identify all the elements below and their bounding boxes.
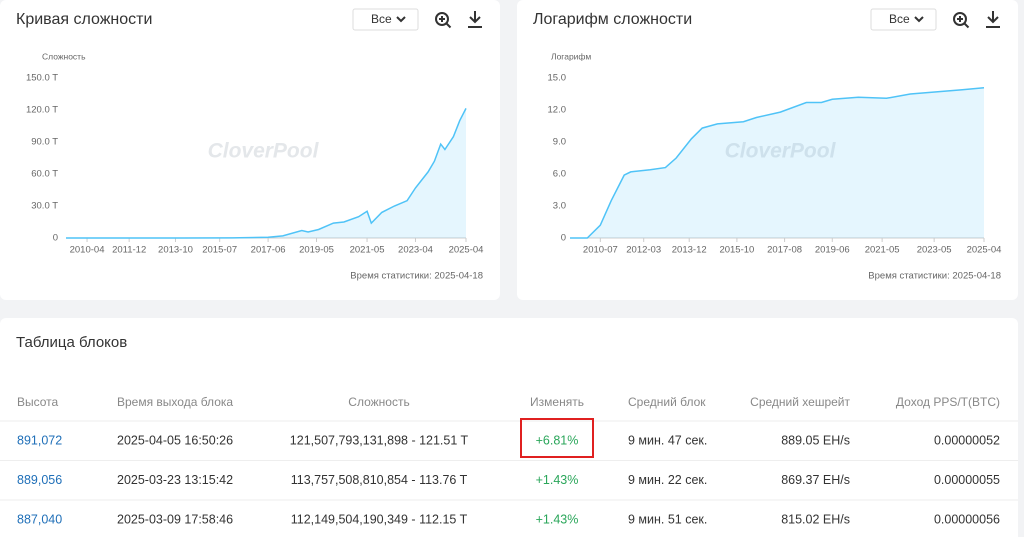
card <box>0 318 1018 537</box>
x-tick-label: 2013-10 <box>158 245 193 256</box>
table-cell: +1.43% <box>536 512 579 526</box>
x-tick-label: 2021-05 <box>865 245 900 256</box>
table-cell: +1.43% <box>536 473 579 487</box>
download-icon[interactable] <box>468 11 482 28</box>
x-tick-label: 2025-04 <box>967 245 1002 256</box>
zoom-icon[interactable] <box>953 12 970 29</box>
table-title: Таблица блоков <box>16 334 127 351</box>
column-header: Доход PPS/T(BTC) <box>896 395 1000 409</box>
table-cell: 9 мин. 22 сек. <box>628 473 707 487</box>
table-cell: 121,507,793,131,898 - 121.51 T <box>290 433 469 447</box>
y-axis-label: Логарифм <box>551 51 591 61</box>
column-header: Средний блок <box>628 395 706 409</box>
highlight-box <box>520 418 594 458</box>
range-select[interactable] <box>352 8 419 31</box>
x-tick-label: 2010-04 <box>70 245 105 256</box>
watermark: CloverPool <box>208 140 320 163</box>
column-header: Время выхода блока <box>117 395 233 409</box>
watermark: CloverPool <box>725 140 837 163</box>
card <box>517 0 1018 300</box>
y-tick-label: 9.0 <box>553 137 566 148</box>
table-cell: 2025-04-05 16:50:26 <box>117 433 233 447</box>
line <box>570 87 985 239</box>
x-tick-label: 2017-08 <box>767 245 802 256</box>
x-tick-label: 2015-07 <box>202 245 237 256</box>
download-icon[interactable] <box>986 11 1000 28</box>
y-tick-label: 6.0 <box>553 169 566 180</box>
card <box>0 0 500 300</box>
column-header: Сложность <box>348 395 409 409</box>
column-header: Средний хешрейт <box>750 395 850 409</box>
x-tick-label: 2012-03 <box>626 245 661 256</box>
x-tick-label: 2013-12 <box>672 245 707 256</box>
x-tick-label: 2021-05 <box>350 245 385 256</box>
chart-panel: Логарифм сложности Все Логарифм CloverPo… <box>533 8 1002 282</box>
y-tick-label: 90.0 T <box>31 137 58 148</box>
y-tick-label: 120.0 T <box>26 105 58 116</box>
block-table: Таблица блоков Высота Время выхода блока С… <box>0 334 1018 526</box>
y-tick-label: 3.0 <box>553 201 566 212</box>
footnote: Время статистики: 2025-04-18 <box>868 271 1001 282</box>
y-tick-label: 12.0 <box>548 105 567 116</box>
y-axis-label: Сложность <box>42 51 86 61</box>
table-cell: 9 мин. 51 сек. <box>628 512 707 526</box>
block-height-link[interactable]: 889,056 <box>17 473 62 487</box>
chevron <box>914 16 924 23</box>
range-select[interactable] <box>870 8 937 31</box>
zoom-icon[interactable] <box>435 12 452 29</box>
block-height-link[interactable]: 887,040 <box>17 512 62 526</box>
table-cell: 0.00000055 <box>934 473 1000 487</box>
select-label[interactable]: Все <box>371 12 392 26</box>
x-tick-label: 2025-04 <box>449 245 484 256</box>
table-cell: 113,757,508,810,854 - 113.76 T <box>291 473 468 487</box>
x-tick-label: 2010-07 <box>583 245 618 256</box>
table-cell: +6.81% <box>536 433 579 447</box>
y-tick-label: 150.0 T <box>26 73 58 84</box>
y-tick-label: 30.0 T <box>31 201 58 212</box>
table-cell: 112,149,504,190,349 - 112.15 T <box>291 512 468 526</box>
x-tick-label: 2023-05 <box>917 245 952 256</box>
table-cell: 2025-03-23 13:15:42 <box>117 473 233 487</box>
x-tick-label: 2017-06 <box>251 245 286 256</box>
y-tick-label: 15.0 <box>548 73 567 84</box>
x-tick-label: 2023-04 <box>398 245 433 256</box>
table-cell: 815.02 EH/s <box>781 512 850 526</box>
chart-title: Кривая сложности <box>16 11 152 28</box>
table-cell: 889.05 EH/s <box>781 433 850 447</box>
select-label[interactable]: Все <box>889 12 910 26</box>
block-height-link[interactable]: 891,072 <box>17 433 62 447</box>
chart-title: Логарифм сложности <box>533 11 692 28</box>
y-tick-label: 0 <box>53 233 58 244</box>
column-header: Изменять <box>530 395 584 409</box>
table-cell: 2025-03-09 17:58:46 <box>117 512 233 526</box>
area <box>66 108 466 239</box>
line <box>66 108 467 239</box>
x-tick-label: 2011-12 <box>112 245 146 256</box>
column-header: Высота <box>17 395 59 409</box>
x-tick-label: 2019-06 <box>815 245 850 256</box>
table-cell: 0.00000056 <box>934 512 1000 526</box>
area <box>570 87 984 238</box>
table-cell: 9 мин. 47 сек. <box>628 433 707 447</box>
y-tick-label: 0 <box>561 233 566 244</box>
chevron <box>396 16 406 23</box>
chart-panel: Кривая сложности Все Сложность CloverPoo… <box>16 8 484 282</box>
table-cell: 869.37 EH/s <box>781 473 850 487</box>
table-cell: 0.00000052 <box>934 433 1000 447</box>
x-tick-label: 2015-10 <box>719 245 754 256</box>
footnote: Время статистики: 2025-04-18 <box>350 271 483 282</box>
y-tick-label: 60.0 T <box>31 169 58 180</box>
x-tick-label: 2019-05 <box>299 245 334 256</box>
